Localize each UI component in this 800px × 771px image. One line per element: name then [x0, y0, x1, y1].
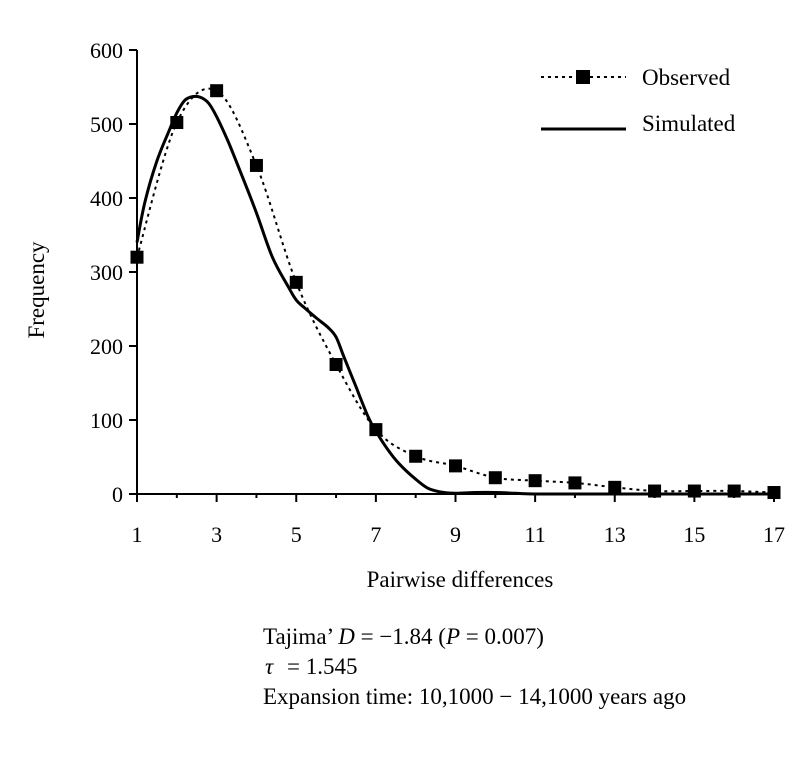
- y-tick-label: 500: [90, 112, 123, 137]
- legend-observed-label: Observed: [642, 65, 731, 90]
- chart-series: [130, 84, 781, 500]
- tajima-d-line: Tajima’ D = −1.84 (P = 0.007): [263, 622, 686, 652]
- observed-point: [369, 423, 383, 437]
- tajima-d-value: = −1.84 (: [354, 624, 446, 649]
- x-tick-label: 7: [370, 522, 381, 547]
- p-symbol: P: [445, 624, 461, 649]
- observed-point: [648, 484, 662, 498]
- x-tick-label: 5: [291, 522, 302, 547]
- observed-point: [130, 250, 144, 264]
- y-tick-label: 100: [90, 408, 123, 433]
- observed-point: [249, 158, 263, 172]
- tau-value: = 1.545: [281, 654, 358, 679]
- y-axis-title: Frequency: [24, 241, 49, 339]
- tau-line: τ = 1.545: [263, 652, 686, 682]
- y-tick-label: 600: [90, 38, 123, 63]
- observed-point: [329, 358, 343, 371]
- x-tick-label: 9: [450, 522, 461, 547]
- y-tick-label: 0: [112, 482, 123, 507]
- observed-point: [528, 474, 542, 488]
- observed-point: [568, 476, 582, 490]
- expansion-time-line: Expansion time: 10,1000 − 14,1000 years …: [263, 684, 687, 709]
- y-tick-label: 200: [90, 334, 123, 359]
- observed-point: [727, 484, 741, 498]
- x-tick-label: 15: [683, 522, 705, 547]
- observed-point: [767, 486, 781, 500]
- observed-point: [687, 484, 701, 498]
- x-tick-label: 17: [763, 522, 785, 547]
- observed-point: [170, 116, 184, 130]
- observed-point: [608, 480, 622, 494]
- simulated-series-line: [135, 94, 774, 496]
- y-tick-label: 400: [90, 186, 123, 211]
- legend-simulated-label: Simulated: [642, 111, 736, 136]
- tajima-prefix: Tajima’: [263, 624, 339, 649]
- observed-point: [289, 275, 303, 289]
- tajima-d-symbol: D: [338, 624, 355, 649]
- x-tick-label: 1: [132, 522, 143, 547]
- observed-point: [409, 449, 423, 463]
- tau-symbol: τ: [265, 654, 274, 679]
- x-tick-label: 3: [211, 522, 222, 547]
- x-axis-title: Pairwise differences: [367, 567, 554, 592]
- chart-legend: Observed Simulated: [541, 65, 736, 136]
- observed-point: [488, 471, 502, 485]
- statistics-panel: Tajima’ D = −1.84 (P = 0.007) τ = 1.545 …: [263, 622, 686, 712]
- observed-point: [210, 84, 224, 98]
- observed-point: [449, 459, 462, 473]
- x-tick-label: 11: [525, 522, 546, 547]
- p-value: = 0.007): [460, 624, 544, 649]
- x-tick-label: 13: [604, 522, 626, 547]
- y-tick-label: 300: [90, 260, 123, 285]
- legend-observed-marker: [576, 70, 590, 84]
